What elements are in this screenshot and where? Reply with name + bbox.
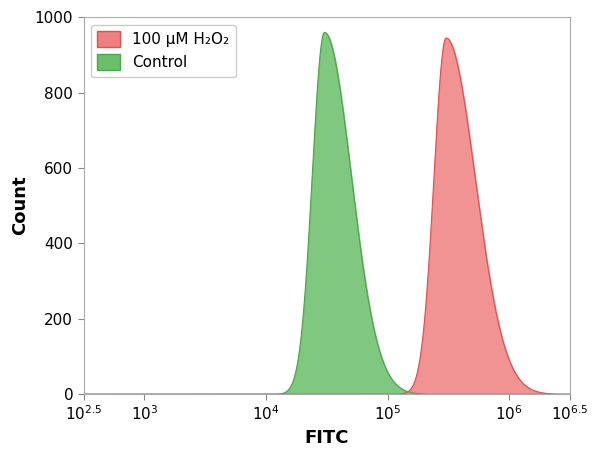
Y-axis label: Count: Count [11,176,29,235]
X-axis label: FITC: FITC [305,429,349,447]
Legend: 100 μM H₂O₂, Control: 100 μM H₂O₂, Control [91,25,236,76]
